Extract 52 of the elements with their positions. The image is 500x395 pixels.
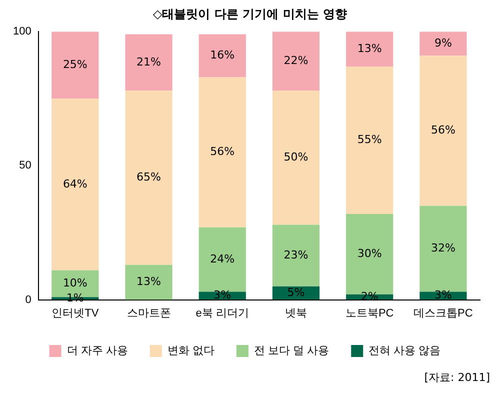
bar bbox=[52, 98, 99, 270]
y-tick-label: 100 bbox=[12, 26, 32, 38]
legend-label: 변화 없다 bbox=[167, 345, 214, 358]
data-label: 25% bbox=[62, 58, 88, 71]
data-label: 23% bbox=[284, 248, 308, 262]
bar bbox=[346, 32, 394, 66]
legend-label: 전 보다 덜 사용 bbox=[254, 345, 330, 358]
chart-title: ◇태블릿이 다른 기기에 미치는 영향 bbox=[152, 6, 348, 23]
bar bbox=[272, 90, 320, 225]
text: [자료: 2011] bbox=[424, 370, 490, 385]
data-label: 24% bbox=[210, 252, 235, 266]
data-label: 21% bbox=[136, 55, 161, 68]
data-label: 50% bbox=[284, 150, 308, 164]
bar bbox=[272, 224, 320, 286]
bar bbox=[125, 34, 172, 91]
data-label: 56% bbox=[430, 124, 456, 137]
data-label: 32% bbox=[430, 242, 456, 255]
data-label: 10% bbox=[62, 276, 88, 290]
data-label: 9% bbox=[434, 36, 452, 50]
x-tick-label: 넷북 bbox=[284, 307, 307, 320]
bar bbox=[420, 56, 467, 206]
x-tick-label: 데스크톱PC bbox=[414, 307, 473, 320]
bar bbox=[420, 206, 467, 292]
legend-label: 전혀 사용 않음 bbox=[368, 345, 441, 358]
bar bbox=[420, 32, 467, 56]
data-label: 3% bbox=[214, 288, 232, 302]
data-label: 65% bbox=[136, 170, 161, 184]
bar bbox=[198, 77, 246, 228]
bar bbox=[52, 32, 99, 99]
y-tick-label: 0 bbox=[25, 294, 32, 306]
bar bbox=[346, 66, 394, 214]
data-label: 5% bbox=[287, 286, 305, 299]
legend-label: 더 자주 사용 bbox=[66, 345, 128, 358]
x-tick-label: 스마트폰 bbox=[126, 307, 171, 320]
x-tick-label: 노트북PC bbox=[345, 307, 394, 320]
bar bbox=[125, 264, 172, 300]
x-tick-label: 인터넷TV bbox=[52, 307, 100, 320]
data-label: 56% bbox=[210, 145, 235, 158]
data-label: 16% bbox=[210, 48, 235, 62]
bar bbox=[125, 90, 172, 265]
data-label: 3% bbox=[434, 288, 452, 302]
data-label: 30% bbox=[357, 247, 382, 260]
bar bbox=[198, 34, 246, 78]
data-label: 64% bbox=[62, 177, 88, 190]
data-label: 13% bbox=[136, 275, 161, 288]
x-tick-label: e북 리더기 bbox=[196, 307, 249, 320]
data-label: 55% bbox=[357, 133, 382, 146]
bar bbox=[198, 227, 246, 292]
y-tick-label: 50 bbox=[19, 160, 32, 172]
data-label: 22% bbox=[284, 54, 308, 67]
data-label: 13% bbox=[357, 42, 382, 55]
bar bbox=[272, 32, 320, 91]
